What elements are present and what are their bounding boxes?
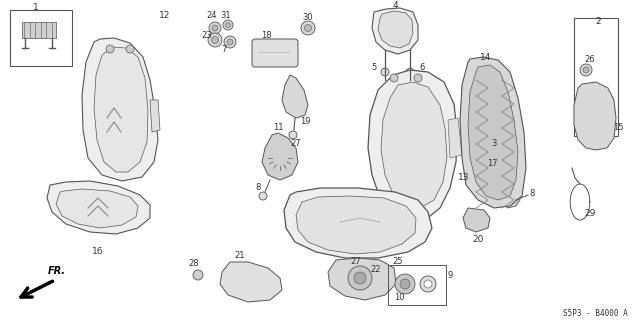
- Text: 10: 10: [394, 293, 404, 302]
- Polygon shape: [448, 118, 462, 158]
- Polygon shape: [150, 100, 160, 132]
- Circle shape: [414, 74, 422, 82]
- Polygon shape: [574, 82, 616, 150]
- Circle shape: [209, 22, 221, 34]
- Polygon shape: [56, 189, 138, 228]
- Text: 6: 6: [419, 63, 425, 73]
- Text: 20: 20: [472, 236, 484, 244]
- Text: 3: 3: [492, 139, 497, 148]
- Circle shape: [424, 280, 432, 288]
- Text: 2: 2: [595, 18, 601, 27]
- Circle shape: [289, 131, 297, 139]
- Polygon shape: [262, 133, 298, 180]
- Polygon shape: [378, 11, 413, 48]
- Circle shape: [126, 45, 134, 53]
- Text: 12: 12: [159, 12, 171, 20]
- Polygon shape: [296, 196, 416, 254]
- Text: 26: 26: [585, 55, 595, 65]
- Circle shape: [583, 67, 589, 73]
- Text: 18: 18: [260, 30, 271, 39]
- Text: 21: 21: [235, 252, 245, 260]
- Polygon shape: [82, 38, 158, 181]
- Polygon shape: [282, 75, 308, 118]
- Text: 9: 9: [447, 270, 452, 279]
- Circle shape: [390, 74, 398, 82]
- Circle shape: [400, 279, 410, 289]
- Circle shape: [420, 276, 436, 292]
- Text: 8: 8: [529, 189, 534, 198]
- Polygon shape: [47, 181, 150, 234]
- Polygon shape: [463, 208, 490, 232]
- Circle shape: [223, 20, 233, 30]
- Polygon shape: [220, 262, 282, 302]
- Polygon shape: [94, 47, 148, 172]
- Text: 25: 25: [393, 258, 403, 267]
- Circle shape: [348, 266, 372, 290]
- Circle shape: [259, 192, 267, 200]
- Polygon shape: [372, 8, 418, 54]
- Circle shape: [354, 272, 366, 284]
- Bar: [10, 10, 72, 66]
- Text: 1: 1: [33, 4, 39, 12]
- Circle shape: [224, 36, 236, 48]
- Text: 15: 15: [612, 124, 623, 132]
- Polygon shape: [368, 70, 457, 222]
- Polygon shape: [22, 22, 56, 38]
- Text: 17: 17: [486, 158, 497, 167]
- Text: 31: 31: [221, 11, 231, 20]
- Text: 14: 14: [480, 53, 492, 62]
- Text: 29: 29: [584, 210, 596, 219]
- Text: 13: 13: [458, 173, 470, 182]
- Bar: [574, 18, 618, 136]
- Polygon shape: [381, 82, 447, 208]
- Circle shape: [212, 25, 218, 31]
- Circle shape: [227, 39, 233, 45]
- Text: S5P3 - B4000 A: S5P3 - B4000 A: [563, 308, 628, 317]
- Circle shape: [406, 68, 414, 76]
- FancyBboxPatch shape: [252, 39, 298, 67]
- Text: 27: 27: [351, 258, 362, 267]
- Bar: [388, 265, 446, 305]
- Polygon shape: [500, 188, 520, 208]
- Text: 22: 22: [371, 266, 381, 275]
- Text: 27: 27: [291, 139, 301, 148]
- Circle shape: [193, 270, 203, 280]
- Text: 19: 19: [300, 117, 310, 126]
- Circle shape: [225, 22, 230, 28]
- Circle shape: [381, 68, 389, 76]
- Circle shape: [106, 45, 114, 53]
- Circle shape: [211, 36, 218, 44]
- Circle shape: [580, 64, 592, 76]
- Text: 23: 23: [202, 31, 212, 41]
- Text: 7: 7: [221, 45, 227, 54]
- Text: 30: 30: [303, 12, 314, 21]
- Polygon shape: [468, 65, 518, 200]
- Text: 16: 16: [92, 247, 104, 257]
- Polygon shape: [460, 57, 526, 208]
- Circle shape: [395, 274, 415, 294]
- Circle shape: [301, 21, 315, 35]
- Text: 4: 4: [392, 2, 398, 11]
- Circle shape: [208, 33, 222, 47]
- Text: 11: 11: [273, 124, 284, 132]
- Polygon shape: [284, 188, 432, 258]
- Text: 24: 24: [207, 11, 217, 20]
- Text: 28: 28: [189, 260, 199, 268]
- Polygon shape: [328, 258, 396, 300]
- Text: 5: 5: [371, 63, 376, 73]
- Text: 8: 8: [255, 183, 260, 193]
- Circle shape: [305, 25, 312, 31]
- Text: FR.: FR.: [48, 266, 66, 276]
